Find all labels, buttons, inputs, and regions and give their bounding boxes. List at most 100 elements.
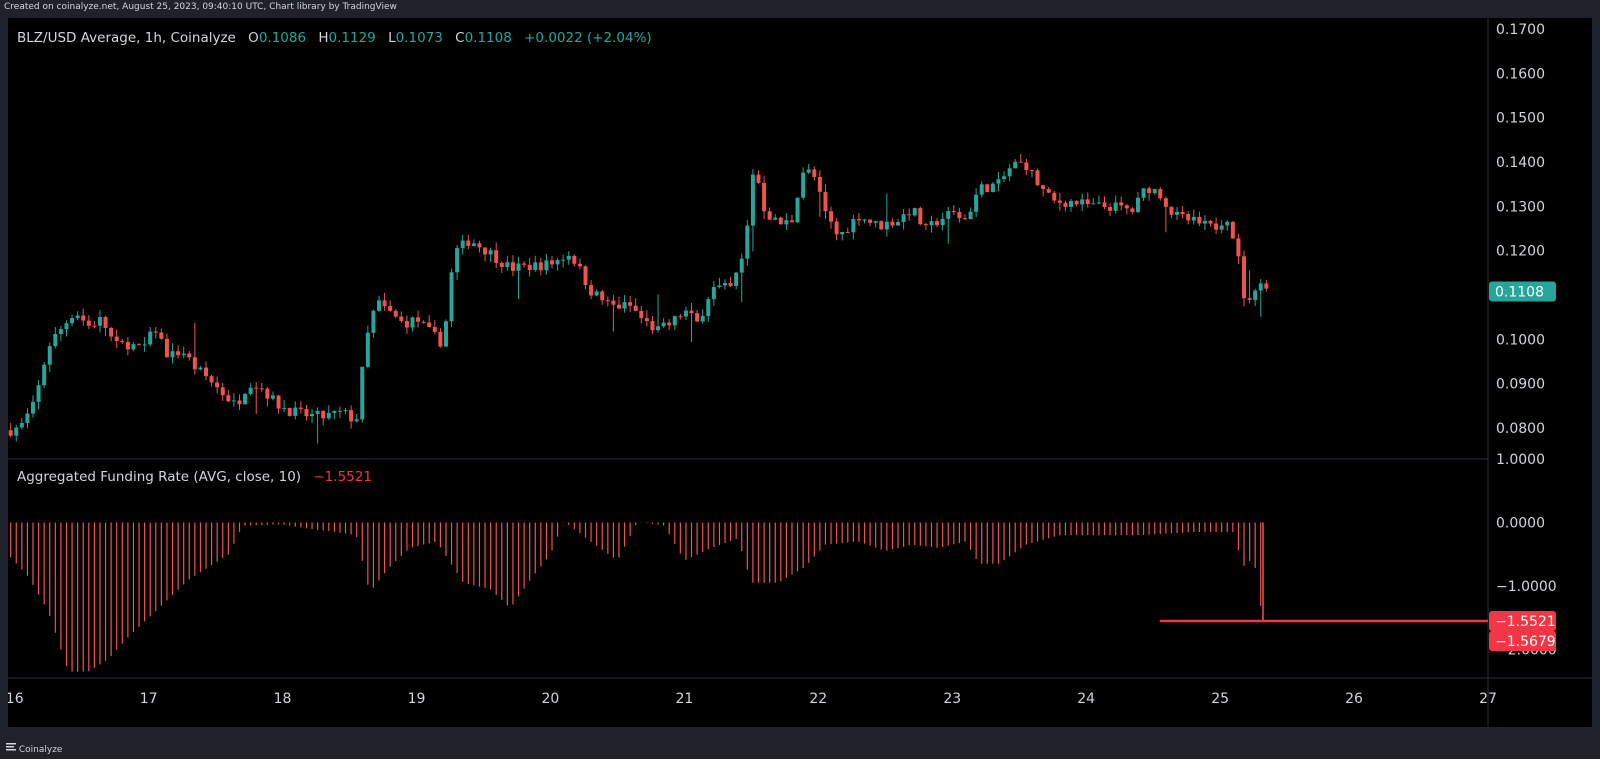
candle-body bbox=[656, 326, 661, 331]
candle-body bbox=[8, 430, 13, 436]
candle-body bbox=[778, 217, 783, 225]
candle-body bbox=[516, 263, 521, 271]
candle-body bbox=[611, 300, 616, 305]
candle-body bbox=[432, 327, 437, 332]
candle-body bbox=[1225, 221, 1230, 226]
candle-body bbox=[215, 382, 220, 388]
candle-body bbox=[92, 325, 97, 327]
candle-body bbox=[812, 169, 817, 178]
candle-body bbox=[1264, 283, 1269, 289]
symbol-title[interactable]: BLZ/USD Average, 1h, Coinalyze bbox=[17, 30, 236, 46]
candle-body bbox=[750, 174, 755, 226]
chart-footer: Coinalyze bbox=[0, 741, 1600, 759]
candle-body bbox=[940, 218, 945, 226]
candle-body bbox=[248, 387, 253, 394]
candle-body bbox=[678, 316, 683, 318]
candle-body bbox=[711, 286, 716, 300]
candle-body bbox=[633, 305, 638, 311]
candle-body bbox=[382, 300, 387, 307]
candle-body bbox=[1247, 298, 1252, 300]
candle-body bbox=[605, 300, 610, 302]
candle-body bbox=[829, 211, 834, 222]
candle-body bbox=[1191, 216, 1196, 221]
candle-body bbox=[47, 346, 52, 365]
price-axis-tick: 0.1000 bbox=[1496, 332, 1545, 348]
candle-body bbox=[388, 306, 393, 311]
time-axis-tick: 24 bbox=[1077, 691, 1095, 707]
candle-body bbox=[1108, 206, 1113, 211]
high-value: 0.1129 bbox=[328, 30, 376, 46]
candle-body bbox=[628, 302, 633, 306]
candle-body bbox=[1069, 201, 1074, 207]
candle-body bbox=[192, 357, 197, 370]
candle-body bbox=[856, 219, 861, 221]
candle-body bbox=[823, 191, 828, 212]
candle-body bbox=[801, 172, 806, 198]
candle-body bbox=[349, 410, 354, 422]
time-axis-tick: 17 bbox=[140, 691, 158, 707]
price-axis-tick: 0.1200 bbox=[1496, 244, 1545, 260]
candle-body bbox=[566, 255, 571, 260]
price-axis-tick: 0.0800 bbox=[1496, 421, 1545, 437]
candle-body bbox=[265, 388, 270, 399]
candle-body bbox=[616, 304, 621, 309]
candle-body bbox=[109, 327, 114, 337]
candle-body bbox=[198, 367, 203, 370]
candle-body bbox=[583, 266, 588, 286]
funding-indicator-title[interactable]: Aggregated Funding Rate (AVG, close, 10) bbox=[17, 469, 302, 485]
candle-body bbox=[70, 318, 75, 324]
candle-body bbox=[1208, 220, 1213, 224]
candle-body bbox=[1202, 220, 1207, 224]
candle-body bbox=[181, 353, 186, 356]
time-axis-tick: 22 bbox=[809, 691, 827, 707]
price-axis-tick: 0.1300 bbox=[1496, 199, 1545, 215]
candle-body bbox=[918, 208, 923, 225]
candle-body bbox=[64, 323, 69, 330]
candle-body bbox=[1180, 211, 1185, 215]
candle-body bbox=[1163, 198, 1168, 207]
candle-body bbox=[1063, 202, 1068, 207]
candle-body bbox=[237, 400, 242, 405]
candle-body bbox=[36, 385, 41, 402]
time-axis-tick: 19 bbox=[408, 691, 426, 707]
candle-body bbox=[946, 211, 951, 219]
candle-body bbox=[488, 250, 493, 255]
candle-body bbox=[538, 262, 543, 271]
candle-body bbox=[907, 214, 912, 216]
candle-body bbox=[131, 344, 136, 350]
candle-body bbox=[58, 329, 63, 334]
chart-canvas[interactable]: 0.08000.09000.10000.11000.12000.13000.14… bbox=[8, 18, 1592, 727]
candle-body bbox=[282, 407, 287, 409]
funding-legend[interactable]: Aggregated Funding Rate (AVG, close, 10)… bbox=[17, 469, 380, 485]
time-axis-tick: 16 bbox=[8, 691, 24, 707]
candle-body bbox=[19, 422, 24, 428]
candle-body bbox=[577, 263, 582, 267]
candle-body bbox=[862, 219, 867, 221]
candle-body bbox=[75, 315, 80, 319]
candle-body bbox=[1113, 202, 1118, 211]
candle-body bbox=[1018, 161, 1023, 163]
candle-body bbox=[14, 427, 19, 436]
candle-body bbox=[622, 302, 627, 309]
candle-body bbox=[231, 400, 236, 402]
candle-body bbox=[310, 413, 315, 417]
candle-body bbox=[1052, 192, 1057, 201]
candle-body bbox=[443, 321, 448, 347]
price-legend[interactable]: BLZ/USD Average, 1h, Coinalyze O0.1086 H… bbox=[17, 30, 660, 46]
candle-body bbox=[974, 194, 979, 212]
candle-body bbox=[332, 411, 337, 413]
candle-body bbox=[53, 333, 58, 347]
candle-body bbox=[477, 243, 482, 248]
candle-body bbox=[209, 376, 214, 383]
candle-body bbox=[1080, 199, 1085, 205]
candle-body bbox=[795, 197, 800, 223]
candle-body bbox=[695, 313, 700, 322]
candle-body bbox=[1135, 197, 1140, 213]
candle-body bbox=[1186, 214, 1191, 221]
candle-body bbox=[1258, 283, 1263, 291]
candle-body bbox=[533, 262, 538, 271]
candle-body bbox=[371, 310, 376, 333]
candle-body bbox=[438, 331, 443, 347]
candle-body bbox=[689, 310, 694, 314]
candle-body bbox=[187, 353, 192, 358]
